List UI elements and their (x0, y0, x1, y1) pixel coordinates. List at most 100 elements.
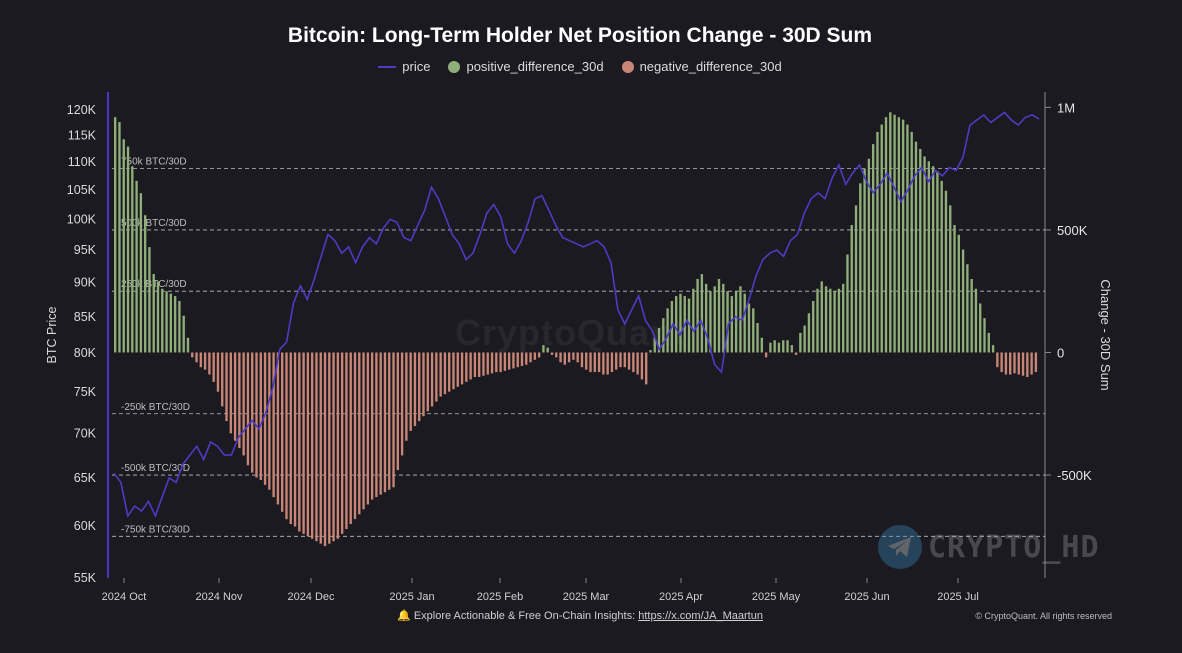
negative-bar (263, 352, 267, 485)
positive-bar (786, 340, 789, 353)
negative-bar (615, 352, 618, 370)
positive-bar (722, 283, 725, 353)
negative-bar (422, 352, 425, 417)
negative-bar (555, 352, 558, 358)
legend-item-negative[interactable]: negative_difference_30d (621, 59, 782, 74)
positive-bar (148, 247, 151, 353)
negative-bar (537, 352, 541, 358)
positive-bar (782, 340, 785, 353)
right-tick-label: 500K (1057, 223, 1088, 238)
x-tick-label: 2025 Jan (389, 591, 434, 603)
negative-bar (229, 352, 232, 434)
x-tick-label: 2025 May (752, 591, 801, 603)
positive-bar (897, 117, 901, 353)
positive-bar (178, 301, 181, 353)
positive-bar (769, 342, 772, 353)
positive-bar (653, 337, 656, 353)
positive-bar (884, 117, 888, 353)
left-axis-title: BTC Price (45, 306, 59, 363)
positive-bar (756, 323, 759, 353)
negative-bar (388, 352, 391, 490)
positive-bar (777, 342, 781, 353)
negative-bar (503, 352, 507, 371)
negative-bar (426, 352, 429, 412)
positive-bar (662, 318, 665, 353)
chart-title: Bitcoin: Long-Term Holder Net Position C… (287, 24, 873, 47)
positive-bar (889, 112, 892, 353)
positive-bar (704, 283, 708, 353)
negative-bar (469, 352, 472, 380)
legend-item-positive[interactable]: positive_difference_30d (448, 59, 604, 74)
left-tick-label: 70K (74, 426, 97, 440)
legend: price positive_difference_30d negative_d… (0, 59, 1160, 74)
negative-bar (1026, 352, 1029, 377)
positive-bar (692, 288, 695, 353)
positive-bar (734, 291, 738, 353)
positive-bar (893, 114, 896, 353)
x-tick-label: 2025 Mar (563, 591, 610, 603)
left-tick-label: 100K (67, 212, 97, 226)
negative-bar (332, 352, 335, 542)
right-tick-label: -500K (1057, 468, 1092, 483)
positive-bar (118, 122, 121, 353)
right-tick-label: 1M (1057, 100, 1075, 115)
negative-bar (276, 352, 280, 505)
x-tick-label: 2025 Jul (937, 591, 979, 603)
negative-bar (366, 352, 370, 505)
negative-bar (353, 352, 357, 520)
negative-bar (996, 352, 999, 368)
x-tick-label: 2025 Jun (844, 591, 889, 603)
negative-bar (576, 352, 579, 363)
negative-bar (602, 352, 605, 375)
positive-bar (876, 131, 879, 353)
negative-bar (533, 352, 537, 360)
positive-bar (867, 158, 871, 353)
negative-bar (383, 352, 387, 493)
positive-bar (854, 205, 858, 353)
footer-link[interactable]: https://x.com/JA_Maartun (638, 610, 763, 622)
positive-bar (169, 293, 173, 353)
positive-bar (760, 337, 763, 353)
badge-text: CRYPTO_HD (928, 529, 1100, 565)
negative-bar (610, 352, 614, 373)
legend-item-price[interactable]: price (378, 59, 430, 74)
positive-bar (165, 291, 168, 353)
left-tick-label: 90K (74, 276, 97, 290)
left-tick-label: 105K (67, 183, 97, 197)
negative-bar (495, 352, 498, 373)
negative-bar (448, 352, 451, 392)
positive-bar (931, 166, 935, 353)
negative-bar (375, 352, 378, 498)
negative-bar (623, 352, 626, 368)
negative-bar (490, 352, 494, 374)
positive-bar (773, 340, 776, 353)
negative-bar (405, 352, 408, 441)
negative-bar (456, 352, 459, 387)
positive-bar (949, 205, 952, 353)
left-tick-label: 60K (74, 519, 97, 533)
negative-bar (645, 352, 648, 385)
positive-bar (139, 193, 143, 353)
left-tick-label: 115K (68, 128, 97, 142)
footer: 🔔 Explore Actionable & Free On-Chain Ins… (0, 609, 1160, 622)
positive-bar (131, 166, 134, 353)
negative-bar (1030, 352, 1033, 375)
positive-bar (542, 345, 545, 353)
negative-bar (259, 352, 262, 480)
negative-bar (1013, 352, 1016, 374)
negative-bar (580, 352, 584, 368)
positive-bar (700, 274, 704, 353)
negative-bar (191, 352, 194, 358)
negative-bar (302, 352, 305, 534)
price-line (113, 111, 1040, 518)
positive-bar (790, 345, 793, 353)
left-tick-label: 55K (74, 571, 97, 585)
negative-bar (233, 352, 237, 441)
x-tick-label: 2024 Dec (287, 591, 335, 603)
negative-bar (482, 352, 485, 376)
negative-bar (315, 352, 318, 542)
x-tick-label: 2024 Nov (195, 591, 243, 603)
negative-bar (293, 352, 297, 527)
negative-bar (225, 352, 228, 422)
